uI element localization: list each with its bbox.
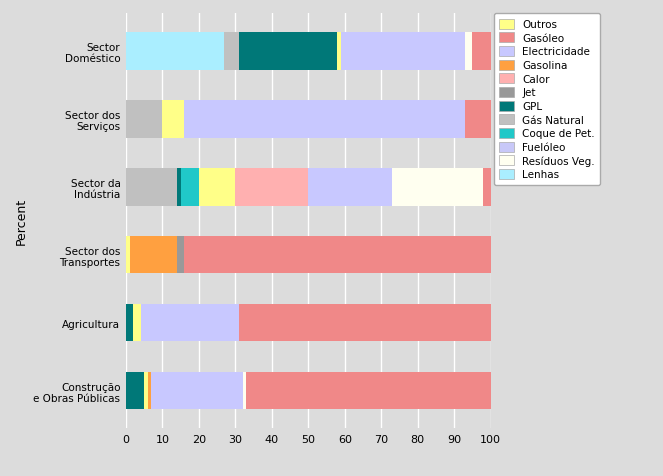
Bar bbox=[126, 33, 224, 70]
Bar bbox=[126, 101, 162, 138]
Bar bbox=[337, 33, 341, 70]
Bar bbox=[224, 33, 239, 70]
Bar bbox=[483, 169, 491, 206]
Bar bbox=[126, 237, 130, 274]
Bar bbox=[148, 372, 151, 409]
Bar bbox=[235, 169, 308, 206]
Bar bbox=[145, 372, 148, 409]
Bar bbox=[243, 372, 247, 409]
Bar bbox=[180, 169, 199, 206]
Bar bbox=[126, 305, 133, 342]
Bar bbox=[199, 169, 235, 206]
Bar bbox=[126, 372, 145, 409]
Y-axis label: Percent: Percent bbox=[15, 198, 28, 245]
Bar bbox=[151, 372, 243, 409]
Bar bbox=[465, 33, 472, 70]
Bar bbox=[141, 305, 239, 342]
Legend: Outros, Gasóleo, Electricidade, Gasolina, Calor, Jet, GPL, Gás Natural, Coque de: Outros, Gasóleo, Electricidade, Gasolina… bbox=[494, 14, 600, 185]
Bar bbox=[130, 237, 177, 274]
Bar bbox=[133, 305, 141, 342]
Bar bbox=[184, 101, 465, 138]
Bar bbox=[239, 305, 491, 342]
Bar bbox=[177, 237, 184, 274]
Bar bbox=[126, 169, 177, 206]
Bar bbox=[472, 33, 491, 70]
Bar bbox=[465, 101, 491, 138]
Bar bbox=[162, 101, 184, 138]
Bar bbox=[341, 33, 465, 70]
Bar bbox=[184, 237, 491, 274]
Bar bbox=[247, 372, 491, 409]
Bar bbox=[177, 169, 180, 206]
Bar bbox=[239, 33, 337, 70]
Bar bbox=[392, 169, 483, 206]
Bar bbox=[308, 169, 392, 206]
